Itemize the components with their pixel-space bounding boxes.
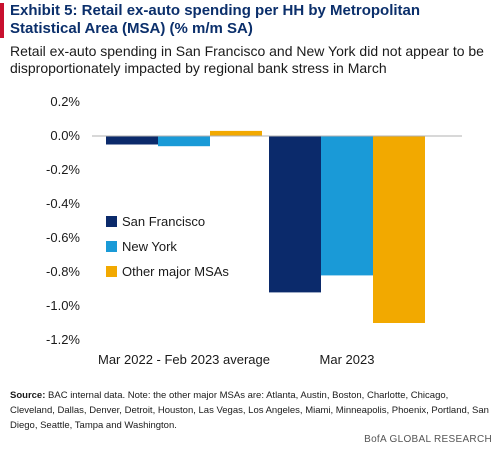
- bar-chart: 0.2% 0.0% -0.2% -0.4% -0.6% -0.8% -1.0% -1.2% M…: [46, 94, 462, 367]
- y-tick-label: -0.6%: [46, 230, 80, 245]
- legend-swatch: [106, 266, 117, 277]
- bar-new-york: [321, 136, 373, 276]
- y-tick-label: -0.4%: [46, 196, 80, 211]
- accent-bar: [0, 3, 4, 38]
- bar-san-francisco: [106, 136, 158, 145]
- bars: [106, 130, 425, 323]
- y-tick-label: -0.8%: [46, 264, 80, 279]
- bar-other-major-msas: [373, 136, 425, 323]
- legend-label: New York: [122, 239, 177, 254]
- bar-other-major-msas: [210, 130, 262, 136]
- y-tick-label: 0.0%: [50, 128, 80, 143]
- bar-san-francisco: [269, 136, 321, 293]
- source-text: BAC internal data. Note: the other major…: [10, 390, 489, 431]
- source-label: Source:: [10, 390, 46, 401]
- bar-new-york: [158, 136, 210, 147]
- chart-title: Exhibit 5: Retail ex-auto spending per H…: [10, 2, 421, 37]
- y-tick-label: -0.2%: [46, 162, 80, 177]
- legend-swatch: [106, 241, 117, 252]
- y-tick-label: -1.2%: [46, 332, 80, 347]
- chart-subtitle: Retail ex-auto spending in San Francisco…: [10, 43, 484, 76]
- legend-label: San Francisco: [122, 214, 205, 229]
- legend: San Francisco New York Other major MSAs: [106, 214, 229, 279]
- x-axis: Mar 2022 - Feb 2023 average Mar 2023: [98, 352, 374, 367]
- x-category-label: Mar 2023: [320, 352, 375, 367]
- x-category-label: Mar 2022 - Feb 2023 average: [98, 352, 270, 367]
- y-tick-label: 0.2%: [50, 94, 80, 109]
- source-note: Source: BAC internal data. Note: the oth…: [10, 388, 495, 433]
- brand-label: BofA GLOBAL RESEARCH: [364, 434, 492, 445]
- legend-label: Other major MSAs: [122, 264, 229, 279]
- y-axis: 0.2% 0.0% -0.2% -0.4% -0.6% -0.8% -1.0% -1.2%: [46, 94, 80, 347]
- y-tick-label: -1.0%: [46, 298, 80, 313]
- legend-swatch: [106, 216, 117, 227]
